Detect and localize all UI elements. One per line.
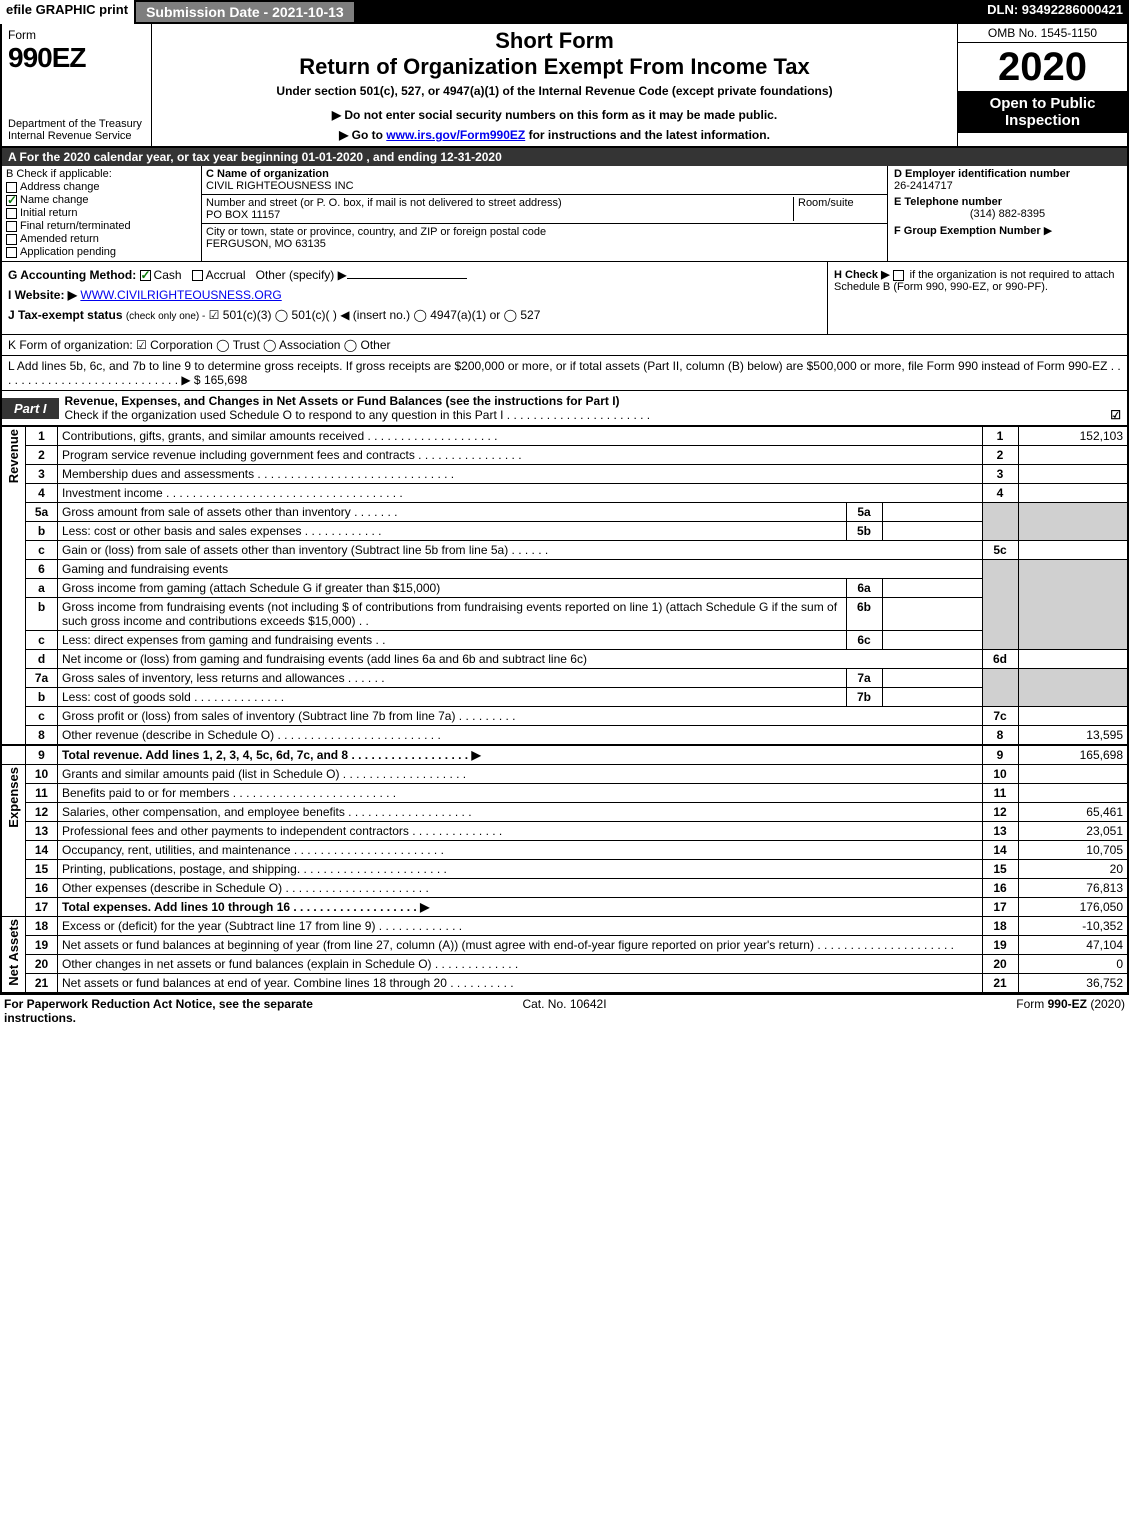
dln: DLN: 93492286000421 [981, 0, 1129, 24]
e-label: E Telephone number [894, 196, 1121, 208]
dept-irs: Internal Revenue Service [8, 130, 145, 142]
form-header: Form 990EZ Department of the Treasury In… [0, 24, 1129, 148]
footer-cat: Cat. No. 10642I [378, 997, 752, 1025]
part1-check-text: Check if the organization used Schedule … [65, 408, 651, 422]
irs-link-line: ▶ Go to www.irs.gov/Form990EZ for instru… [158, 128, 951, 142]
title-short-form: Short Form [158, 28, 951, 54]
topbar: efile GRAPHIC print Submission Date - 20… [0, 0, 1129, 24]
c-name: CIVIL RIGHTEOUSNESS INC [206, 180, 883, 192]
form-word: Form [8, 28, 145, 42]
chk-schedule-b[interactable] [893, 270, 904, 281]
chk-application-pending[interactable]: Application pending [6, 246, 197, 258]
submission-date: Submission Date - 2021-10-13 [134, 0, 356, 24]
expenses-label: Expenses [6, 767, 21, 828]
dept-treasury: Department of the Treasury [8, 118, 145, 130]
b-header: B Check if applicable: [6, 168, 197, 180]
l-gross-receipts: L Add lines 5b, 6c, and 7b to line 9 to … [0, 356, 1129, 391]
chk-address-change[interactable]: Address change [6, 181, 197, 193]
omb-number: OMB No. 1545-1150 [958, 24, 1127, 43]
part1-check-val: ☑ [1110, 408, 1121, 422]
chk-name-change[interactable]: Name change [6, 194, 197, 206]
efile-label: efile GRAPHIC print [0, 0, 134, 24]
footer-left: For Paperwork Reduction Act Notice, see … [4, 997, 378, 1025]
website-link[interactable]: WWW.CIVILRIGHTEOUSNESS.ORG [80, 288, 281, 302]
net-assets-label: Net Assets [6, 919, 21, 986]
e-phone: (314) 882-8395 [894, 208, 1121, 220]
d-ein: 26-2414717 [894, 180, 1121, 192]
c-room-label: Room/suite [793, 197, 883, 221]
irs-link[interactable]: www.irs.gov/Form990EZ [386, 128, 525, 142]
footer-right: Form 990-EZ (2020) [751, 997, 1125, 1025]
g-accounting: G Accounting Method: Cash Accrual Other … [8, 268, 821, 282]
h-check: H Check ▶ if the organization is not req… [827, 262, 1127, 334]
tax-year: 2020 [958, 43, 1127, 91]
chk-accrual[interactable] [192, 270, 203, 281]
c-city-label: City or town, state or province, country… [206, 226, 883, 238]
footer: For Paperwork Reduction Act Notice, see … [0, 993, 1129, 1027]
chk-cash[interactable] [140, 270, 151, 281]
title-return: Return of Organization Exempt From Incom… [158, 54, 951, 80]
i-website: I Website: ▶ WWW.CIVILRIGHTEOUSNESS.ORG [8, 288, 821, 302]
part1-header: Part I Revenue, Expenses, and Changes in… [0, 391, 1129, 426]
revenue-label: Revenue [6, 429, 21, 483]
d-label: D Employer identification number [894, 168, 1121, 180]
k-form-of-org: K Form of organization: ☑ Corporation ◯ … [0, 335, 1129, 356]
row-a-tax-year: A For the 2020 calendar year, or tax yea… [0, 148, 1129, 166]
j-status: J Tax-exempt status (check only one) - ☑… [8, 308, 821, 322]
col-c: C Name of organization CIVIL RIGHTEOUSNE… [202, 166, 887, 261]
c-addr-label: Number and street (or P. O. box, if mail… [206, 197, 793, 209]
part1-tab: Part I [2, 398, 59, 419]
col-def: D Employer identification number 26-2414… [887, 166, 1127, 261]
ssn-note: ▶ Do not enter social security numbers o… [158, 108, 951, 122]
f-arrow: ▶ [1044, 225, 1052, 237]
col-b: B Check if applicable: Address change Na… [2, 166, 202, 261]
chk-initial-return[interactable]: Initial return [6, 207, 197, 219]
part1-table: Revenue 1 Contributions, gifts, grants, … [0, 426, 1129, 993]
c-city: FERGUSON, MO 63135 [206, 238, 883, 250]
chk-amended-return[interactable]: Amended return [6, 233, 197, 245]
open-to-public: Open to Public Inspection [958, 91, 1127, 133]
block-bcdef: B Check if applicable: Address change Na… [0, 166, 1129, 262]
chk-final-return[interactable]: Final return/terminated [6, 220, 197, 232]
part1-title: Revenue, Expenses, and Changes in Net As… [65, 394, 620, 408]
title-sub: Under section 501(c), 527, or 4947(a)(1)… [158, 84, 951, 98]
block-ghij: G Accounting Method: Cash Accrual Other … [0, 262, 1129, 335]
c-name-label: C Name of organization [206, 168, 883, 180]
f-label: F Group Exemption Number [894, 225, 1041, 237]
c-addr: PO BOX 11157 [206, 209, 793, 221]
form-number: 990EZ [8, 42, 145, 74]
